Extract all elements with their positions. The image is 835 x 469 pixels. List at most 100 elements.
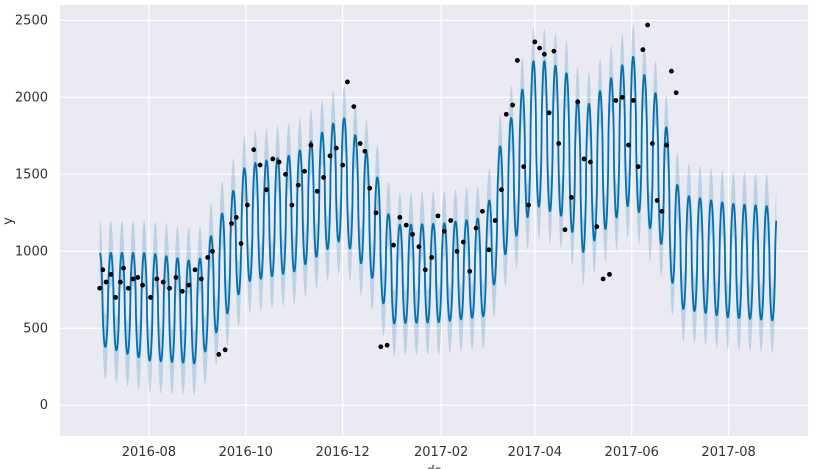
x-tick-label: 2016-08	[122, 445, 176, 460]
observed-point	[448, 218, 454, 223]
observed-point	[568, 195, 574, 200]
observed-point	[541, 51, 547, 57]
observed-point	[397, 215, 403, 220]
observed-point	[140, 282, 145, 288]
observed-point	[416, 244, 422, 250]
observed-point	[198, 276, 204, 282]
y-tick-label: 500	[23, 321, 48, 336]
observed-point	[422, 267, 428, 273]
y-tick-label: 1000	[15, 244, 48, 259]
observed-point	[467, 268, 473, 274]
observed-point	[441, 228, 447, 234]
observed-point	[480, 208, 485, 214]
observed-point	[640, 47, 646, 53]
observed-point	[270, 156, 276, 162]
y-tick-label: 0	[40, 398, 48, 413]
observed-point	[154, 276, 160, 282]
observed-point	[97, 285, 103, 291]
observed-point	[391, 242, 396, 248]
observed-point	[454, 248, 460, 254]
observed-point	[673, 90, 679, 96]
observed-point	[630, 98, 636, 103]
observed-point	[351, 104, 357, 109]
observed-point	[327, 153, 333, 159]
observed-point	[607, 271, 612, 277]
observed-point	[357, 141, 363, 146]
y-tick-label: 2500	[15, 13, 48, 28]
observed-point	[429, 255, 435, 260]
observed-point	[276, 159, 282, 165]
observed-point	[245, 202, 250, 208]
observed-point	[222, 347, 228, 353]
observed-point	[619, 94, 625, 100]
observed-point	[645, 22, 650, 28]
observed-point	[192, 267, 198, 273]
x-tick-label: 2017-06	[605, 445, 659, 460]
observed-point	[373, 210, 379, 216]
observed-point	[486, 247, 492, 253]
observed-point	[117, 279, 123, 285]
observed-point	[179, 288, 185, 294]
observed-point	[108, 271, 114, 277]
observed-point	[100, 267, 106, 273]
observed-point	[362, 148, 368, 154]
x-tick-label: 2017-04	[508, 445, 562, 460]
observed-point	[113, 295, 118, 300]
observed-point	[521, 164, 527, 170]
observed-point	[367, 185, 373, 191]
observed-point	[125, 285, 131, 291]
observed-point	[314, 188, 320, 194]
observed-point	[654, 198, 660, 203]
observed-point	[321, 175, 327, 180]
observed-point	[473, 225, 479, 231]
observed-point	[659, 208, 665, 214]
observed-point	[264, 187, 269, 193]
observed-point	[556, 141, 562, 146]
observed-point	[345, 79, 350, 85]
y-axis-label: y	[1, 217, 16, 225]
observed-point	[635, 164, 641, 170]
observed-points	[97, 22, 679, 357]
observed-point	[210, 248, 215, 254]
observed-point	[302, 168, 307, 174]
y-tick-label: 2000	[15, 90, 48, 105]
observed-point	[649, 141, 655, 146]
observed-point	[233, 215, 239, 220]
observed-point	[588, 159, 593, 165]
observed-point	[575, 99, 581, 105]
observed-point	[613, 98, 619, 103]
observed-point	[514, 58, 520, 63]
observed-point	[216, 352, 222, 357]
observed-point	[526, 202, 531, 208]
observed-point	[551, 48, 557, 54]
y-tick-label: 1500	[15, 167, 48, 182]
observed-point	[229, 221, 234, 226]
observed-point	[384, 342, 390, 348]
observed-point	[205, 255, 211, 260]
observed-point	[238, 241, 244, 246]
observed-point	[103, 279, 109, 285]
observed-point	[148, 295, 153, 300]
observed-point	[251, 147, 257, 153]
plot-area	[60, 5, 808, 436]
observed-point	[135, 275, 141, 280]
observed-point	[546, 110, 552, 116]
observed-point	[435, 213, 441, 219]
observed-point	[499, 187, 504, 193]
x-axis-label: ds	[426, 464, 441, 469]
observed-point	[403, 222, 409, 228]
x-tick-label: 2016-10	[219, 445, 273, 460]
observed-point	[186, 282, 192, 288]
observed-point	[664, 142, 670, 148]
observed-point	[532, 39, 538, 45]
observed-point	[340, 162, 346, 168]
grid	[60, 5, 808, 436]
observed-point	[333, 145, 339, 151]
observed-point	[160, 279, 166, 285]
observed-point	[594, 224, 600, 230]
observed-point	[121, 265, 126, 271]
observed-point	[167, 285, 172, 291]
observed-point	[562, 227, 568, 233]
observed-point	[510, 102, 516, 108]
